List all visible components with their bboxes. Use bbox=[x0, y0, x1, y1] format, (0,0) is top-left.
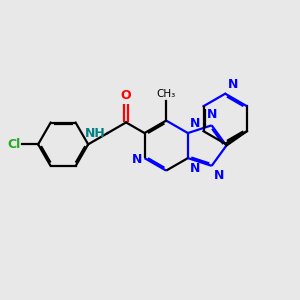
Text: NH: NH bbox=[85, 127, 105, 140]
Text: N: N bbox=[132, 153, 142, 166]
Text: N: N bbox=[190, 116, 201, 130]
Text: N: N bbox=[206, 108, 217, 121]
Text: N: N bbox=[214, 169, 224, 182]
Text: O: O bbox=[121, 89, 131, 102]
Text: N: N bbox=[228, 78, 239, 91]
Text: Cl: Cl bbox=[7, 138, 20, 151]
Text: N: N bbox=[190, 162, 201, 175]
Text: CH₃: CH₃ bbox=[157, 89, 176, 99]
